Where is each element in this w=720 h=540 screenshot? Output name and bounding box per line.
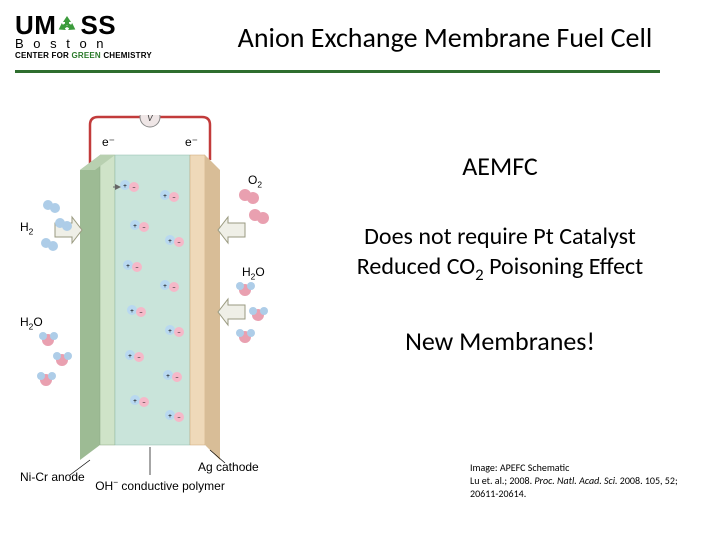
- svg-text:−: −: [177, 238, 181, 247]
- slide-header: UM SS B o s t o n CENTER FOR GREEN CHEMI…: [15, 10, 705, 65]
- svg-text:−: −: [142, 398, 146, 407]
- umass-logo: UM SS B o s t o n CENTER FOR GREEN CHEMI…: [15, 10, 175, 65]
- svg-text:+: +: [163, 191, 167, 200]
- svg-text:+: +: [126, 261, 130, 270]
- svg-text:+: +: [168, 411, 172, 420]
- recycle-icon: [56, 14, 80, 38]
- svg-text:−: −: [132, 183, 136, 192]
- label-polymer: OH− conductive polymer: [90, 477, 230, 493]
- content-block: AEMFC Does not require Pt Catalyst Reduc…: [300, 150, 700, 357]
- svg-text:+: +: [123, 181, 127, 190]
- heading-membranes: New Membranes!: [300, 325, 700, 357]
- svg-text:+: +: [168, 236, 172, 245]
- header-rule: [15, 70, 660, 73]
- svg-text:+: +: [133, 221, 137, 230]
- svg-text:+: +: [166, 371, 170, 380]
- statements: Does not require Pt Catalyst Reduced CO2…: [300, 222, 700, 285]
- label-h2: H2: [20, 220, 33, 236]
- label-cathode: Ag cathode: [198, 460, 259, 474]
- logo-wordmark: UM SS: [15, 10, 175, 38]
- svg-text:−: −: [137, 353, 141, 362]
- logo-subtitle: B o s t o n: [15, 36, 175, 51]
- svg-text:+: +: [133, 396, 137, 405]
- label-o2: O2: [248, 173, 262, 189]
- statement-1: Does not require Pt Catalyst: [300, 222, 700, 252]
- credit-line-1: Image: APEFC Schematic: [470, 461, 690, 474]
- label-h2o-left: H2O: [20, 315, 43, 331]
- svg-text:−: −: [175, 373, 179, 382]
- logo-tagline: CENTER FOR GREEN CHEMISTRY: [15, 51, 175, 60]
- label-electron-right: e⁻: [185, 135, 198, 149]
- fuel-cell-diagram: V +− +− +− +− +− +− +−: [20, 115, 280, 495]
- svg-text:−: −: [139, 308, 143, 317]
- logo-text-left: UM: [15, 12, 56, 38]
- label-h2o-right: H2O: [242, 265, 265, 281]
- slide-title: Anion Exchange Membrane Fuel Cell: [205, 20, 705, 55]
- svg-text:+: +: [168, 326, 172, 335]
- svg-text:−: −: [172, 193, 176, 202]
- label-electron-left: e⁻: [102, 135, 115, 149]
- image-credit: Image: APEFC Schematic Lu et. al.; 2008.…: [470, 461, 690, 500]
- heading-aemfc: AEMFC: [300, 150, 700, 182]
- svg-text:+: +: [130, 306, 134, 315]
- svg-text:+: +: [128, 351, 132, 360]
- credit-line-2: Lu et. al.; 2008. Proc. Natl. Acad. Sci.…: [470, 474, 690, 500]
- svg-text:−: −: [135, 263, 139, 272]
- svg-text:−: −: [142, 223, 146, 232]
- logo-text-right: SS: [80, 12, 116, 38]
- svg-text:+: +: [163, 281, 167, 290]
- svg-text:−: −: [172, 283, 176, 292]
- label-anode: Ni-Cr anode: [20, 470, 85, 484]
- svg-text:−: −: [177, 413, 181, 422]
- statement-2: Reduced CO2 Poisoning Effect: [300, 252, 700, 285]
- svg-text:−: −: [177, 328, 181, 337]
